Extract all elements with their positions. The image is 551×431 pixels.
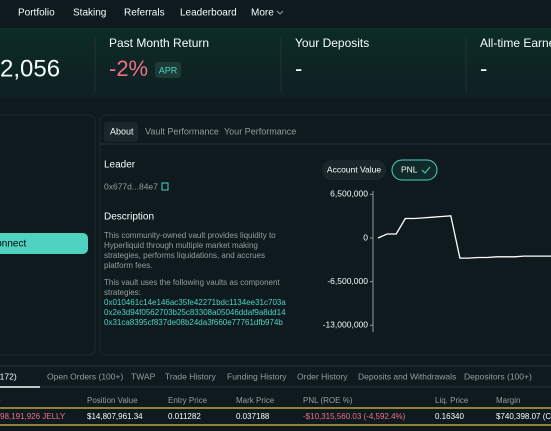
nav-bar [0, 0, 551, 28]
stat-label: Your Deposits [295, 36, 369, 50]
check [421, 166, 431, 174]
nav-item[interactable]: More [251, 8, 274, 19]
description-line: This community-owned vault provides liqu… [104, 231, 276, 240]
toggle-bg[interactable] [322, 160, 386, 180]
table-tab[interactable]: Open Orders (100+) [47, 371, 123, 381]
description-line: strategies, performs liquidations, and a… [104, 251, 265, 260]
toggle-active-bg[interactable] [391, 159, 438, 181]
stat-label: All-time Earned [480, 36, 551, 50]
y-tick-label: 0 [363, 232, 368, 242]
y-tick-label: 6,500,000 [330, 189, 368, 199]
button-label[interactable]: Connect [0, 239, 26, 250]
table-tab[interactable]: Funding History [227, 371, 287, 381]
table-tab[interactable]: Order History [297, 371, 348, 381]
y-tick-label: -6,500,000 [327, 276, 368, 286]
copy-icon[interactable] [161, 182, 169, 191]
cell: -$10,315,560.03 (-4,592.4%) [303, 412, 406, 421]
tab[interactable]: Vault Performance [145, 126, 219, 136]
table-tab[interactable]: Deposits and Withdrawals [358, 371, 456, 381]
toggle[interactable]: Account Value [327, 164, 381, 174]
main-panel [99, 114, 551, 356]
description-line: This vault uses the following vaults as … [104, 278, 280, 287]
toggle[interactable]: PNL [401, 164, 418, 174]
vault-address: 0x31ca8395cf837de08b24da3f660e77761dfb97… [104, 318, 283, 327]
column-header: Mark Price [236, 396, 275, 405]
pnl-line [377, 215, 551, 259]
vault-address: 0x2e3d94f0562703b25c83308a05046ddaf9a8dd… [104, 308, 286, 317]
chevron [276, 10, 284, 15]
column-header: Entry Price [168, 396, 208, 405]
row-highlight [0, 407, 551, 426]
cell: 98,191,926 JELLY [0, 412, 66, 421]
table-tab[interactable]: TWAP [131, 371, 156, 381]
stat-value: -2% [109, 56, 148, 81]
address: 0x677d...84e7 [104, 181, 158, 191]
section-title: Leader [104, 160, 136, 171]
badge: APR [159, 65, 178, 75]
column-header: Position Value [87, 396, 138, 405]
section-title: Description [104, 212, 154, 223]
description-line: platform fees. [104, 261, 152, 270]
cell: 0.037188 [236, 412, 270, 421]
stat-value: - [480, 56, 487, 81]
active-tab [104, 122, 138, 142]
stat-label: Past Month Return [109, 36, 209, 50]
apr-badge [155, 62, 181, 78]
connect-button[interactable] [0, 233, 88, 254]
nav-item[interactable]: Portfolio [18, 8, 55, 19]
vault-address: 0x010461c14e146ac35fe42271bdc1134ee31c70… [104, 298, 286, 307]
table-tab[interactable]: Trade History [165, 371, 216, 381]
table-tab[interactable]: Positions (172) [0, 371, 17, 381]
column-header: PNL (ROE %) [303, 396, 353, 405]
cell: 0.16340 [435, 412, 464, 421]
nav-item[interactable]: Leaderboard [180, 8, 237, 19]
cell: $740,398.07 (Cross) [496, 412, 551, 421]
tab[interactable]: Your Performance [224, 126, 296, 136]
column-header: Margin [496, 396, 520, 405]
cell: $14,807,961.34 [87, 412, 143, 421]
cell: 0.011282 [168, 412, 201, 421]
column-header: Size [0, 396, 1, 405]
nav-item[interactable]: Staking [73, 8, 106, 19]
description-line: Hyperliquid through multiple market maki… [104, 241, 258, 250]
stats-band [0, 28, 551, 98]
column-header: Liq. Price [435, 396, 469, 405]
stat-value: - [295, 56, 302, 81]
tab[interactable]: About [110, 126, 134, 136]
description-line: strategies: [104, 288, 141, 297]
table-tab[interactable]: Depositors (100+) [464, 371, 532, 381]
y-tick-label: -13,000,000 [323, 320, 369, 330]
nav-item[interactable]: Referrals [124, 8, 165, 19]
stat-value: 2,056 [0, 55, 60, 82]
